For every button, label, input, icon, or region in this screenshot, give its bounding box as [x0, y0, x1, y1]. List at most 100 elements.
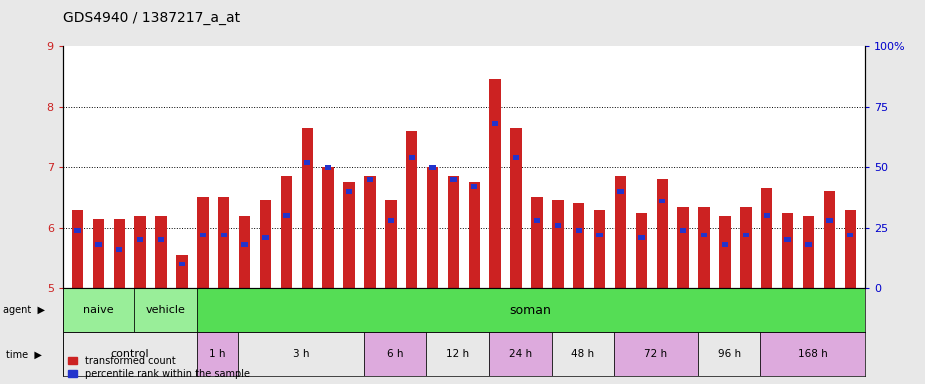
Bar — [260, 200, 271, 288]
Bar — [304, 160, 311, 165]
Bar — [614, 332, 697, 376]
Bar — [680, 228, 686, 233]
Bar — [784, 237, 791, 242]
Bar — [803, 215, 814, 288]
Bar — [426, 167, 438, 288]
Bar — [551, 332, 614, 376]
Bar — [847, 233, 854, 237]
Bar — [364, 332, 426, 376]
Bar — [197, 197, 208, 288]
Bar — [406, 131, 417, 288]
Bar — [134, 288, 196, 332]
Text: naive: naive — [83, 305, 114, 315]
Bar — [72, 210, 83, 288]
Bar — [511, 128, 522, 288]
Text: 168 h: 168 h — [797, 349, 828, 359]
Bar — [239, 332, 364, 376]
Bar — [426, 332, 489, 376]
Text: 24 h: 24 h — [509, 349, 532, 359]
Bar — [615, 176, 626, 288]
Bar — [74, 228, 80, 233]
Bar — [385, 200, 397, 288]
Bar — [763, 213, 770, 218]
Bar — [283, 213, 290, 218]
Bar — [823, 191, 835, 288]
Y-axis label: agent  ▶: agent ▶ — [3, 305, 45, 315]
Bar — [701, 233, 708, 237]
Text: 72 h: 72 h — [645, 349, 668, 359]
Text: 48 h: 48 h — [572, 349, 595, 359]
Text: 12 h: 12 h — [446, 349, 469, 359]
Bar — [179, 262, 185, 266]
Bar — [323, 167, 334, 288]
Bar — [534, 218, 540, 223]
Bar — [597, 233, 603, 237]
Bar — [95, 242, 102, 247]
Bar — [409, 155, 414, 160]
Bar — [594, 210, 605, 288]
Text: 96 h: 96 h — [718, 349, 741, 359]
Bar — [448, 176, 459, 288]
Bar — [635, 213, 647, 288]
Bar — [158, 237, 165, 242]
Bar — [429, 165, 436, 170]
Bar — [200, 233, 206, 237]
Text: 3 h: 3 h — [292, 349, 309, 359]
Bar — [489, 79, 501, 288]
Bar — [761, 189, 772, 288]
Bar — [450, 177, 457, 182]
Bar — [364, 176, 376, 288]
Bar — [826, 218, 832, 223]
Text: 6 h: 6 h — [387, 349, 403, 359]
Bar — [241, 242, 248, 247]
Bar — [806, 242, 811, 247]
Bar — [471, 184, 477, 189]
Bar — [469, 182, 480, 288]
Bar — [845, 210, 856, 288]
Bar — [134, 215, 146, 288]
Bar — [137, 237, 143, 242]
Text: vehicle: vehicle — [145, 305, 185, 315]
Bar — [760, 332, 865, 376]
Bar — [740, 207, 752, 288]
Bar — [155, 215, 166, 288]
Bar — [513, 155, 519, 160]
Bar — [366, 177, 373, 182]
Bar — [638, 235, 645, 240]
Bar — [280, 176, 292, 288]
Bar — [218, 197, 229, 288]
Bar — [176, 255, 188, 288]
Bar — [575, 228, 582, 233]
Bar — [325, 165, 331, 170]
Bar — [63, 288, 134, 332]
Text: soman: soman — [510, 304, 551, 317]
Bar — [720, 215, 731, 288]
Bar — [114, 218, 125, 288]
Y-axis label: time  ▶: time ▶ — [6, 349, 42, 359]
Bar — [492, 121, 499, 126]
Bar — [388, 218, 394, 223]
Bar — [239, 215, 251, 288]
Bar — [263, 235, 268, 240]
Bar — [552, 200, 563, 288]
Bar — [617, 189, 623, 194]
Bar — [657, 179, 668, 288]
Bar — [346, 189, 352, 194]
Text: 1 h: 1 h — [209, 349, 226, 359]
Bar — [92, 218, 105, 288]
Bar — [196, 332, 239, 376]
Bar — [220, 233, 227, 237]
Bar — [782, 213, 794, 288]
Legend: transformed count, percentile rank within the sample: transformed count, percentile rank withi… — [68, 356, 251, 379]
Bar — [117, 247, 122, 252]
Bar — [722, 242, 728, 247]
Bar — [343, 182, 355, 288]
Bar — [698, 207, 709, 288]
Bar — [531, 197, 543, 288]
Bar — [489, 332, 551, 376]
Bar — [677, 207, 689, 288]
Bar — [573, 204, 585, 288]
Bar — [555, 223, 561, 228]
Text: GDS4940 / 1387217_a_at: GDS4940 / 1387217_a_at — [63, 11, 240, 25]
Text: control: control — [110, 349, 149, 359]
